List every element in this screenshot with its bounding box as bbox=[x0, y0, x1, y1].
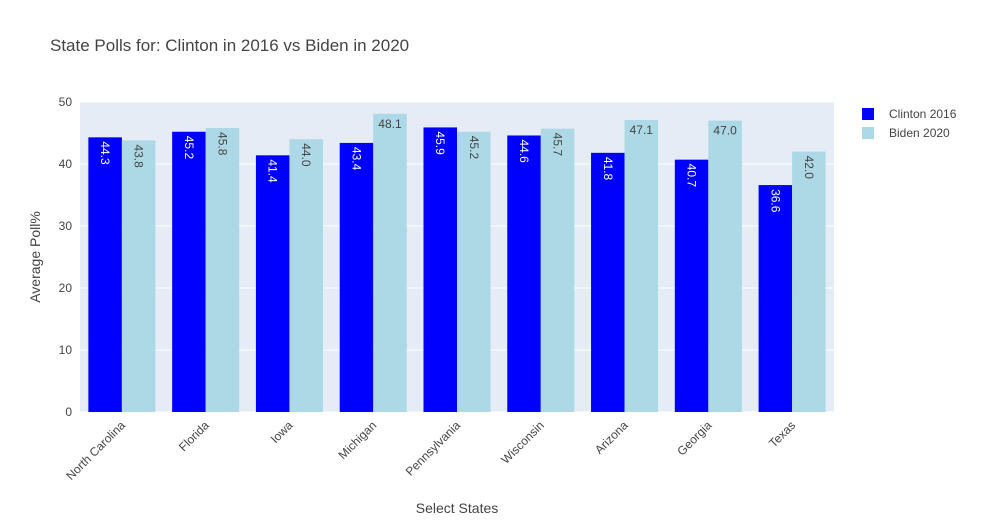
bar-clinton-2016 bbox=[423, 127, 457, 413]
legend-label: Biden 2020 bbox=[889, 126, 950, 140]
y-tick-label: 50 bbox=[59, 95, 73, 109]
data-label: 48.1 bbox=[378, 117, 402, 131]
bar-biden-2020 bbox=[792, 151, 826, 412]
data-label: 45.2 bbox=[182, 136, 196, 160]
data-label: 43.8 bbox=[132, 144, 146, 168]
y-axis-ticks: 0 10 20 30 40 50 bbox=[59, 95, 73, 419]
data-label: 44.3 bbox=[98, 141, 112, 165]
bar-clinton-2016 bbox=[758, 185, 793, 412]
bar-biden-2020 bbox=[708, 120, 742, 412]
bar-clinton-2016 bbox=[88, 137, 122, 412]
bar-clinton-2016 bbox=[172, 131, 206, 412]
bar-clinton-2016 bbox=[507, 135, 541, 413]
data-label: 45.9 bbox=[433, 131, 447, 155]
bar-clinton-2016 bbox=[339, 142, 374, 413]
bar-biden-2020 bbox=[205, 128, 240, 413]
data-label: 36.6 bbox=[768, 189, 782, 213]
legend-swatch bbox=[862, 108, 874, 120]
data-label: 43.4 bbox=[349, 147, 363, 171]
y-tick-label: 30 bbox=[59, 219, 73, 233]
bars bbox=[88, 113, 826, 413]
bar-biden-2020 bbox=[373, 113, 407, 412]
data-label: 44.0 bbox=[299, 143, 313, 167]
bar-biden-2020 bbox=[540, 128, 575, 412]
data-label: 45.7 bbox=[551, 133, 565, 157]
y-tick-label: 40 bbox=[59, 157, 73, 171]
data-label: 44.6 bbox=[517, 139, 531, 163]
bar-biden-2020 bbox=[289, 139, 323, 412]
y-axis-title: Average Poll% bbox=[27, 211, 43, 303]
y-tick-label: 0 bbox=[65, 405, 72, 419]
bar-clinton-2016 bbox=[591, 152, 625, 412]
chart-title: State Polls for: Clinton in 2016 vs Bide… bbox=[50, 36, 409, 55]
bar-biden-2020 bbox=[457, 131, 491, 412]
legend: Clinton 2016 Biden 2020 bbox=[862, 107, 957, 140]
data-label: 47.0 bbox=[713, 124, 737, 138]
data-label: 42.0 bbox=[802, 156, 816, 180]
bar-biden-2020 bbox=[624, 119, 659, 412]
data-label: 40.7 bbox=[685, 164, 699, 188]
bar-clinton-2016 bbox=[255, 155, 290, 412]
y-tick-label: 20 bbox=[59, 281, 73, 295]
data-label: 41.8 bbox=[601, 157, 615, 181]
bar-clinton-2016 bbox=[674, 159, 709, 412]
x-axis-title: Select States bbox=[416, 500, 499, 516]
y-tick-label: 10 bbox=[59, 343, 73, 357]
bar-labels: 44.3 43.8 45.2 45.8 41.4 44.0 43.4 48.1 45.9 45.2… bbox=[98, 117, 816, 213]
legend-label: Clinton 2016 bbox=[889, 107, 957, 121]
data-label: 45.8 bbox=[215, 132, 229, 156]
data-label: 47.1 bbox=[630, 123, 654, 137]
legend-swatch bbox=[862, 127, 874, 139]
data-label: 41.4 bbox=[266, 159, 280, 183]
data-label: 45.2 bbox=[467, 136, 481, 160]
bar-biden-2020 bbox=[121, 140, 156, 412]
